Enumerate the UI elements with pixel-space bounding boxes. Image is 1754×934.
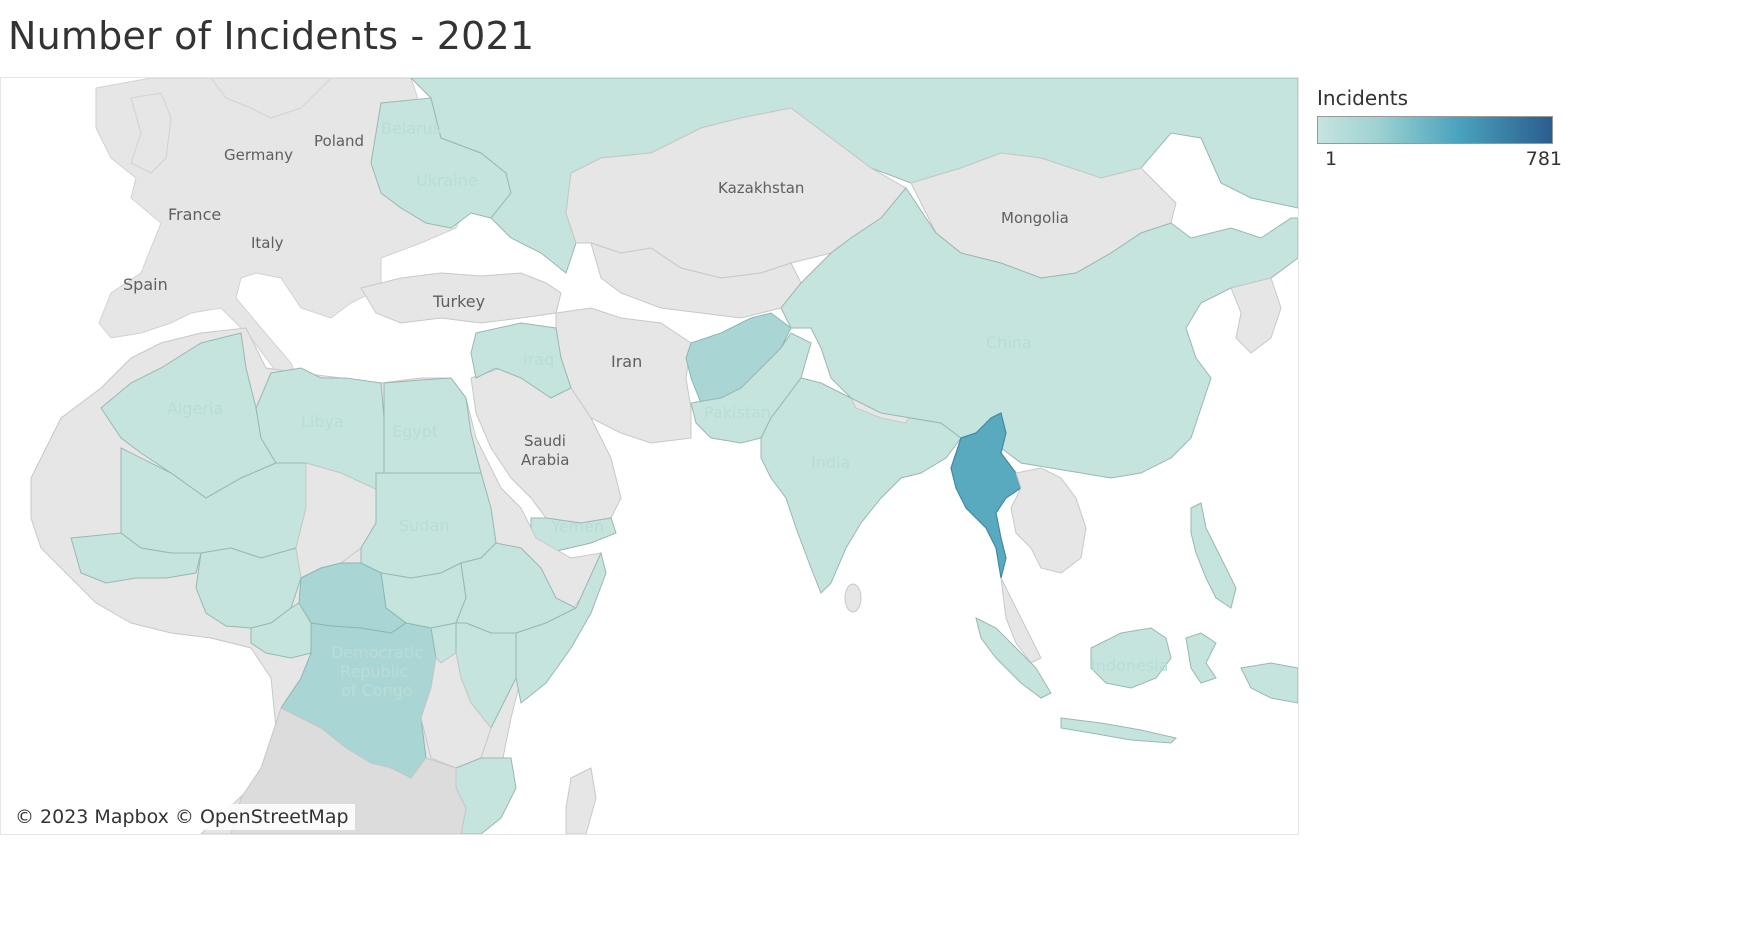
label-pakistan: Pakistan (704, 403, 771, 422)
southern-africa-landmass (230, 707, 467, 834)
china-region[interactable] (780, 187, 1298, 479)
label-india: India (811, 453, 850, 472)
legend-ticks: 1 781 (1317, 148, 1562, 172)
label-yemen: Yemen (550, 517, 604, 536)
label-belarus: Belarus (381, 119, 441, 138)
legend-max-label: 781 (1525, 148, 1562, 170)
label-sudan: Sudan (399, 516, 449, 535)
label-iraq: Iraq (523, 350, 554, 369)
uk-landmass (130, 92, 172, 174)
sulawesi-region[interactable] (1185, 632, 1217, 684)
label-egypt: Egypt (392, 422, 438, 441)
legend-title: Incidents (1317, 86, 1409, 110)
madagascar-landmass (565, 767, 597, 834)
map-title: Number of Incidents - 2021 (8, 14, 535, 58)
legend-color-ramp (1317, 116, 1553, 144)
philippines-region[interactable] (1190, 502, 1237, 609)
malay-peninsula-landmass (1000, 577, 1042, 664)
india-region[interactable] (760, 377, 962, 594)
label-ukraine: Ukraine (416, 171, 478, 190)
korea-landmass (1230, 277, 1282, 354)
somalia-region[interactable] (515, 551, 607, 704)
color-legend: Incidents 1 781 (1317, 86, 1562, 172)
scandinavia-landmass (210, 78, 332, 119)
tanzania-landmass (420, 652, 492, 769)
label-iran: Iran (611, 352, 642, 371)
label-mongolia: Mongolia (1001, 209, 1069, 227)
label-saudi-line1: Saudi (524, 432, 566, 450)
sri-lanka-landmass (844, 583, 862, 613)
label-algeria: Algeria (167, 399, 223, 418)
label-germany: Germany (224, 146, 293, 164)
java-region[interactable] (1060, 717, 1177, 744)
new-guinea-region[interactable] (1240, 662, 1298, 704)
label-italy: Italy (251, 234, 284, 252)
west-africa-coast-region[interactable] (70, 532, 202, 584)
map-attribution[interactable]: © 2023 Mapbox © OpenStreetMap (9, 804, 355, 830)
indochina-landmass (1010, 467, 1087, 574)
map-canvas[interactable]: Poland Belarus Germany Ukraine France It… (1, 78, 1298, 834)
label-france: France (168, 205, 221, 224)
label-poland: Poland (314, 132, 364, 150)
label-indonesia: Indonesia (1091, 656, 1168, 675)
label-drc-line1: Democratic (331, 643, 423, 662)
borneo-landmass[interactable] (1090, 627, 1172, 689)
label-turkey: Turkey (432, 292, 485, 311)
label-drc-line2: Republic (340, 662, 408, 681)
label-kazakhstan: Kazakhstan (718, 179, 804, 197)
label-china: China (986, 333, 1032, 352)
label-drc-line3: of Congo (341, 681, 413, 700)
map-view[interactable]: Poland Belarus Germany Ukraine France It… (0, 77, 1299, 835)
label-saudi-line2: Arabia (521, 451, 570, 469)
label-spain: Spain (123, 275, 168, 294)
label-libya: Libya (301, 412, 344, 431)
iraq-syria-region[interactable] (470, 322, 572, 399)
legend-min-label: 1 (1325, 148, 1338, 170)
myanmar-region[interactable] (950, 412, 1022, 579)
sumatra-region[interactable] (975, 617, 1052, 699)
turkey-landmass (360, 272, 562, 324)
